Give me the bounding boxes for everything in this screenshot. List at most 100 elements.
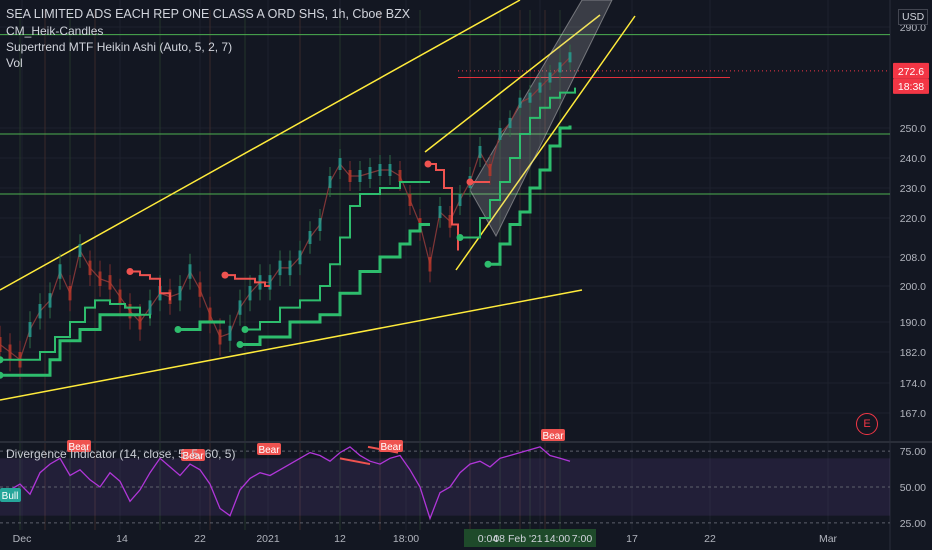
candle [98,271,102,286]
currency-label[interactable]: USD [898,9,929,25]
bear-label-box [181,449,205,461]
supertrend-dot [241,326,249,333]
supertrend-dot [466,178,474,186]
candle [178,286,182,301]
candle [88,260,92,276]
trendline-lower [0,289,583,401]
candle [548,72,552,83]
countdown-value: 18:38 [898,81,924,93]
countdown-box [893,78,929,94]
x-tick-label: Dec [13,533,32,545]
candle [348,170,352,182]
divergence-line [339,457,371,466]
candle [288,260,292,276]
wedge-upper [424,14,601,153]
cursor-label-box [464,529,596,547]
y-tick-label: 230.0 [900,183,926,195]
earnings-icon[interactable]: E [856,413,878,435]
bear-label-box [257,443,281,455]
candle [78,244,82,257]
x-tick-label: Mar [819,533,838,545]
candle [498,128,502,140]
bull-label: Bull [2,491,19,502]
supertrend-line [0,313,140,377]
supertrend-line [460,87,576,239]
supertrend-line [130,270,171,301]
bear-label: Bear [542,431,564,442]
candle [538,82,542,93]
supertrend-line [178,320,225,331]
bear-label-box [541,429,565,441]
candle [118,289,122,304]
candle [228,325,232,341]
price-badge: 272.6 18:38 [893,62,929,94]
candle [298,250,302,265]
candle [358,170,362,182]
supertrend-dot [126,268,134,275]
candle [318,218,322,231]
x-tick-label: 18:00 [393,533,419,545]
bear-label: Bear [68,442,90,453]
candle [388,164,392,176]
candle [458,194,462,206]
x-tick-label: 2021 [256,533,280,545]
supertrend-lines [0,87,576,379]
candle [518,97,522,108]
candle [378,164,382,176]
candle [448,215,452,228]
candle [198,282,202,297]
x-cursor-label: 14:00 [544,533,570,545]
candle [128,304,132,319]
candle [568,52,572,63]
candle [188,264,192,279]
x-tick-label: 14 [116,533,128,545]
y-tick-label: 208.0 [900,252,926,264]
oscillator-title[interactable]: Divergence Indicator (14, close, 5, 5, 6… [6,447,236,461]
candle [148,300,152,315]
candle [48,293,52,308]
y-tick-label: 220.0 [900,213,926,225]
bear-label: Bear [182,451,204,462]
symbol-title: SEA LIMITED ADS EACH REP ONE CLASS A ORD… [6,7,411,21]
y-tick-label: 167.0 [900,408,926,420]
price-badge-value: 272.6 [898,66,924,78]
y-tick-label: 290.0 [900,22,926,34]
candle [268,275,272,290]
candle [58,264,62,279]
bear-label: Bear [380,442,402,453]
candle [208,307,212,322]
oscillator-tick-label: 50.00 [900,482,926,494]
candle [28,322,32,337]
bear-label-box [379,440,403,452]
price-line [0,56,571,361]
candle [308,231,312,244]
x-tick-label: 12 [334,533,346,545]
indicator-label-supertrend[interactable]: Supertrend MTF Heikin Ashi (Auto, 5, 2, … [6,40,233,54]
candle [398,170,402,182]
candle [558,62,562,73]
candle [218,329,222,345]
rsi-line [0,446,571,521]
y-tick-label: 240.0 [900,153,926,165]
supertrend-line [428,163,459,251]
candle [238,300,242,315]
candle [368,167,372,179]
oscillator-tick-label: 75.00 [900,446,926,458]
y-tick-label: 250.0 [900,123,926,135]
candle [328,176,332,188]
wedge-lower [455,15,636,271]
supertrend-dot [424,160,432,168]
indicator-label-heik[interactable]: CM_Heik-Candles [6,24,104,38]
oscillator-tick-label: 25.00 [900,518,926,530]
oscillator-panel: 75.00 50.00 25.00 Bear Bear Bear Bear Bear Bull [0,429,926,530]
indicator-label-vol[interactable]: Vol [6,56,23,70]
price-badge-box [893,62,929,79]
candle [488,164,492,176]
y-tick-label: 182.0 [900,347,926,359]
x-cursor-label: 0:04 [478,533,499,545]
candle [38,304,42,319]
candle [68,286,72,301]
candle [528,92,532,103]
supertrend-dot [456,234,464,241]
